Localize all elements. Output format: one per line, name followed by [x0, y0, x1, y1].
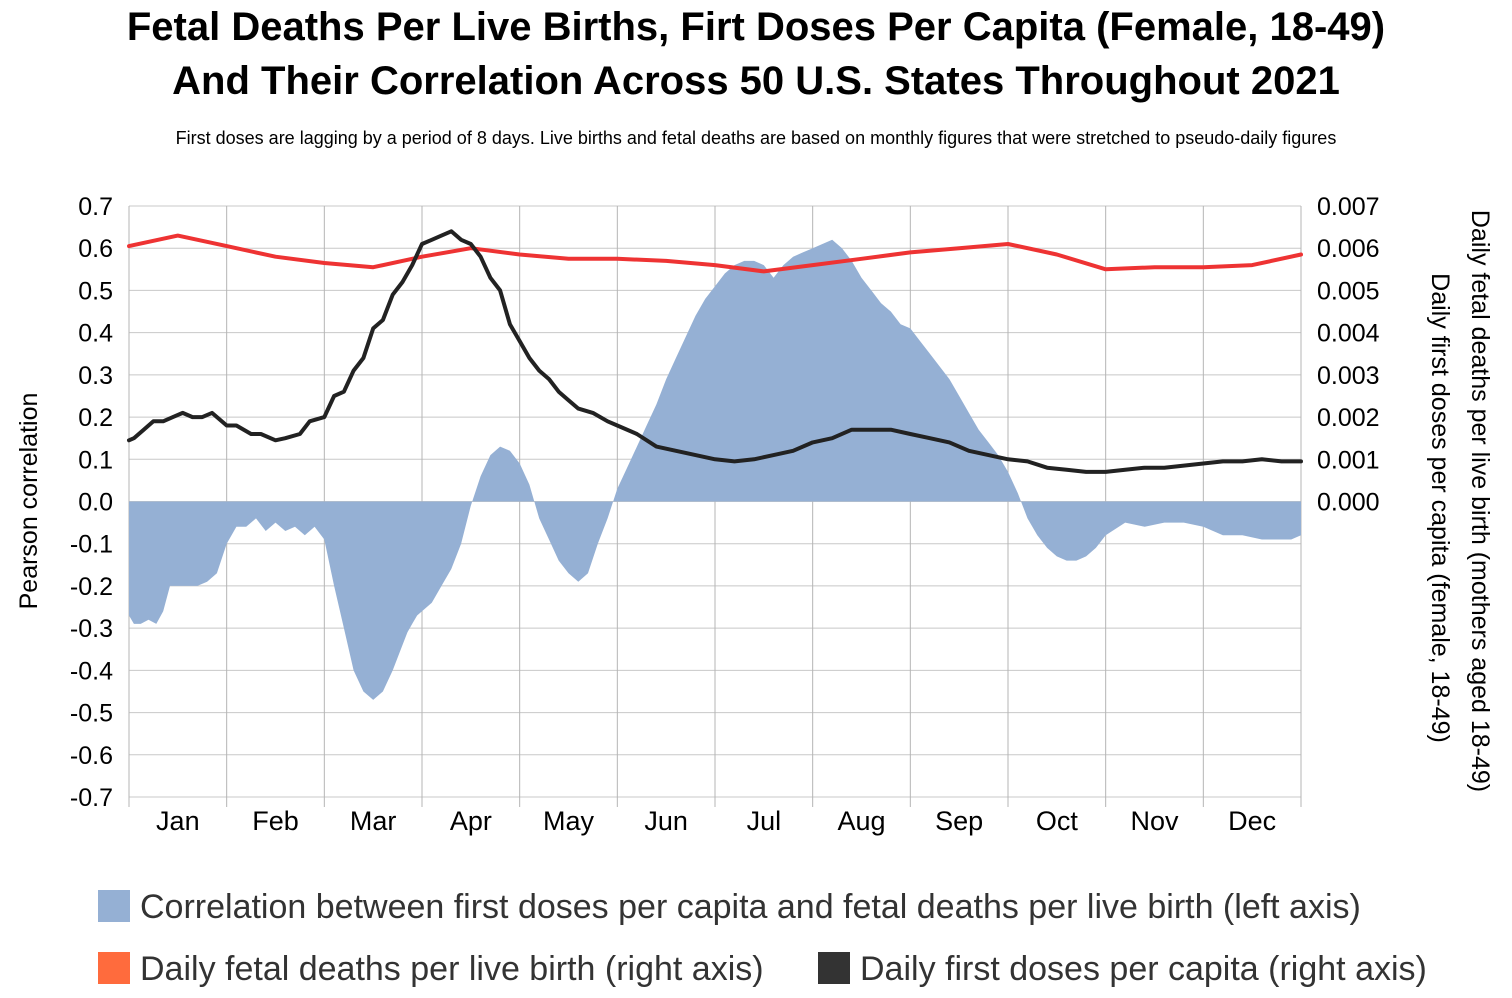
legend-item-first-doses: Daily first doses per capita (right axis… — [818, 950, 1427, 989]
month-label: Aug — [837, 806, 885, 836]
left-tick-label: 0.1 — [78, 446, 113, 474]
left-tick-label: 0.7 — [78, 193, 113, 221]
series-correlation-area — [129, 239, 1301, 700]
left-tick-label: -0.5 — [70, 700, 113, 728]
month-label: Jan — [156, 806, 200, 836]
left-tick-label: 0.5 — [78, 277, 113, 305]
left-tick-label: -0.2 — [70, 573, 113, 601]
series-fetal-deaths-line — [127, 233, 1303, 274]
legend-label-correlation: Correlation between first doses per capi… — [140, 888, 1361, 926]
chart-title-line-2: And Their Correlation Across 50 U.S. Sta… — [172, 59, 1340, 103]
month-label: Oct — [1036, 806, 1079, 836]
legend-label-first-doses: Daily first doses per capita (right axis… — [860, 950, 1427, 988]
chart-title-line-1: Fetal Deaths Per Live Births, Firt Doses… — [126, 5, 1386, 49]
left-axis-title: Pearson correlation — [15, 393, 43, 610]
right-tick-label: 0.004 — [1317, 320, 1380, 348]
month-label: Jul — [747, 806, 782, 836]
left-tick-label: 0.4 — [78, 320, 113, 348]
left-tick-label: -0.7 — [70, 784, 113, 812]
right-tick-label: 0.003 — [1317, 362, 1380, 390]
right-axis-title-first-doses: Daily first doses per capita (female, 18… — [1426, 273, 1454, 743]
right-tick-label: 0.001 — [1317, 446, 1380, 474]
month-label: Apr — [450, 806, 492, 836]
right-tick-label: 0.007 — [1317, 193, 1380, 221]
month-label: Mar — [350, 806, 397, 836]
month-label: Nov — [1130, 806, 1179, 836]
month-label: Feb — [252, 806, 299, 836]
left-tick-label: 0.6 — [78, 235, 113, 263]
left-tick-label: 0.3 — [78, 362, 113, 390]
right-axis-title-fetal-deaths: Daily fetal deaths per live birth (mothe… — [1466, 210, 1494, 792]
chart-subtitle: First doses are lagging by a period of 8… — [175, 128, 1337, 148]
left-tick-label: -0.6 — [70, 742, 113, 770]
month-label: Jun — [644, 806, 688, 836]
left-tick-label: -0.4 — [70, 657, 113, 685]
right-tick-label: 0.005 — [1317, 277, 1380, 305]
legend-swatch-correlation — [98, 890, 130, 922]
legend-swatch-fetal-deaths — [98, 952, 130, 984]
series-first-doses-line — [127, 229, 1303, 474]
left-tick-label: -0.3 — [70, 615, 113, 643]
left-tick-label: 0.0 — [78, 489, 113, 517]
left-tick-label: -0.1 — [70, 531, 113, 559]
right-tick-label: 0.006 — [1317, 235, 1380, 263]
month-label: Dec — [1228, 806, 1276, 836]
month-label: May — [543, 806, 595, 836]
month-label: Sep — [935, 806, 983, 836]
legend-item-fetal-deaths: Daily fetal deaths per live birth (right… — [98, 950, 764, 989]
legend-item-correlation: Correlation between first doses per capi… — [98, 888, 1361, 927]
legend-label-fetal-deaths: Daily fetal deaths per live birth (right… — [140, 950, 764, 988]
right-tick-label: 0.000 — [1317, 489, 1380, 517]
right-tick-label: 0.002 — [1317, 404, 1380, 432]
legend-swatch-first-doses — [818, 952, 850, 984]
left-tick-label: 0.2 — [78, 404, 113, 432]
